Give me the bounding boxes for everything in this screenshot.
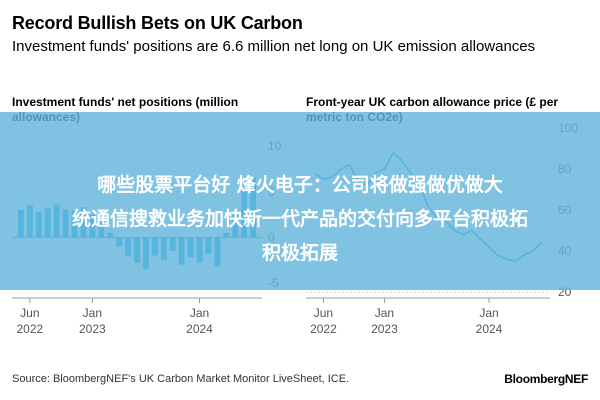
right-x-tick-year: 2022 bbox=[310, 322, 337, 336]
left-x-tick-year: 2024 bbox=[186, 322, 213, 336]
overlay-text[interactable]: 哪些股票平台好 烽火电子：公司将做强做优做大 统通信搜救业务加快新一代产品的交付… bbox=[0, 168, 600, 270]
right-x-tick-month: Jan bbox=[479, 306, 498, 320]
source-note: Source: BloombergNEF's UK Carbon Market … bbox=[12, 373, 350, 385]
overlay-banner bbox=[0, 112, 600, 290]
left-x-tick-month: Jan bbox=[190, 306, 209, 320]
right-x-tick-month: Jun bbox=[314, 306, 333, 320]
left-x-tick-month: Jun bbox=[20, 306, 39, 320]
right-x-tick-month: Jan bbox=[375, 306, 394, 320]
overlay-line-3: 积极拓展 bbox=[261, 242, 338, 264]
brand-logo: BloombergNEF bbox=[504, 372, 588, 386]
overlay-line-1: 哪些股票平台好 烽火电子：公司将做强做优做大 bbox=[97, 174, 503, 196]
overlay-line-2: 统通信搜救业务加快新一代产品的交付向多平台积极拓 bbox=[71, 208, 528, 230]
left-x-tick-year: 2022 bbox=[17, 322, 44, 336]
right-x-tick-year: 2024 bbox=[476, 322, 503, 336]
left-x-tick-month: Jan bbox=[83, 306, 102, 320]
right-x-tick-year: 2023 bbox=[371, 322, 398, 336]
chart-headline: Record Bullish Bets on UK Carbon bbox=[12, 13, 303, 33]
left-x-tick-year: 2023 bbox=[79, 322, 106, 336]
chart-subtitle: Investment funds' positions are 6.6 mill… bbox=[12, 38, 536, 55]
